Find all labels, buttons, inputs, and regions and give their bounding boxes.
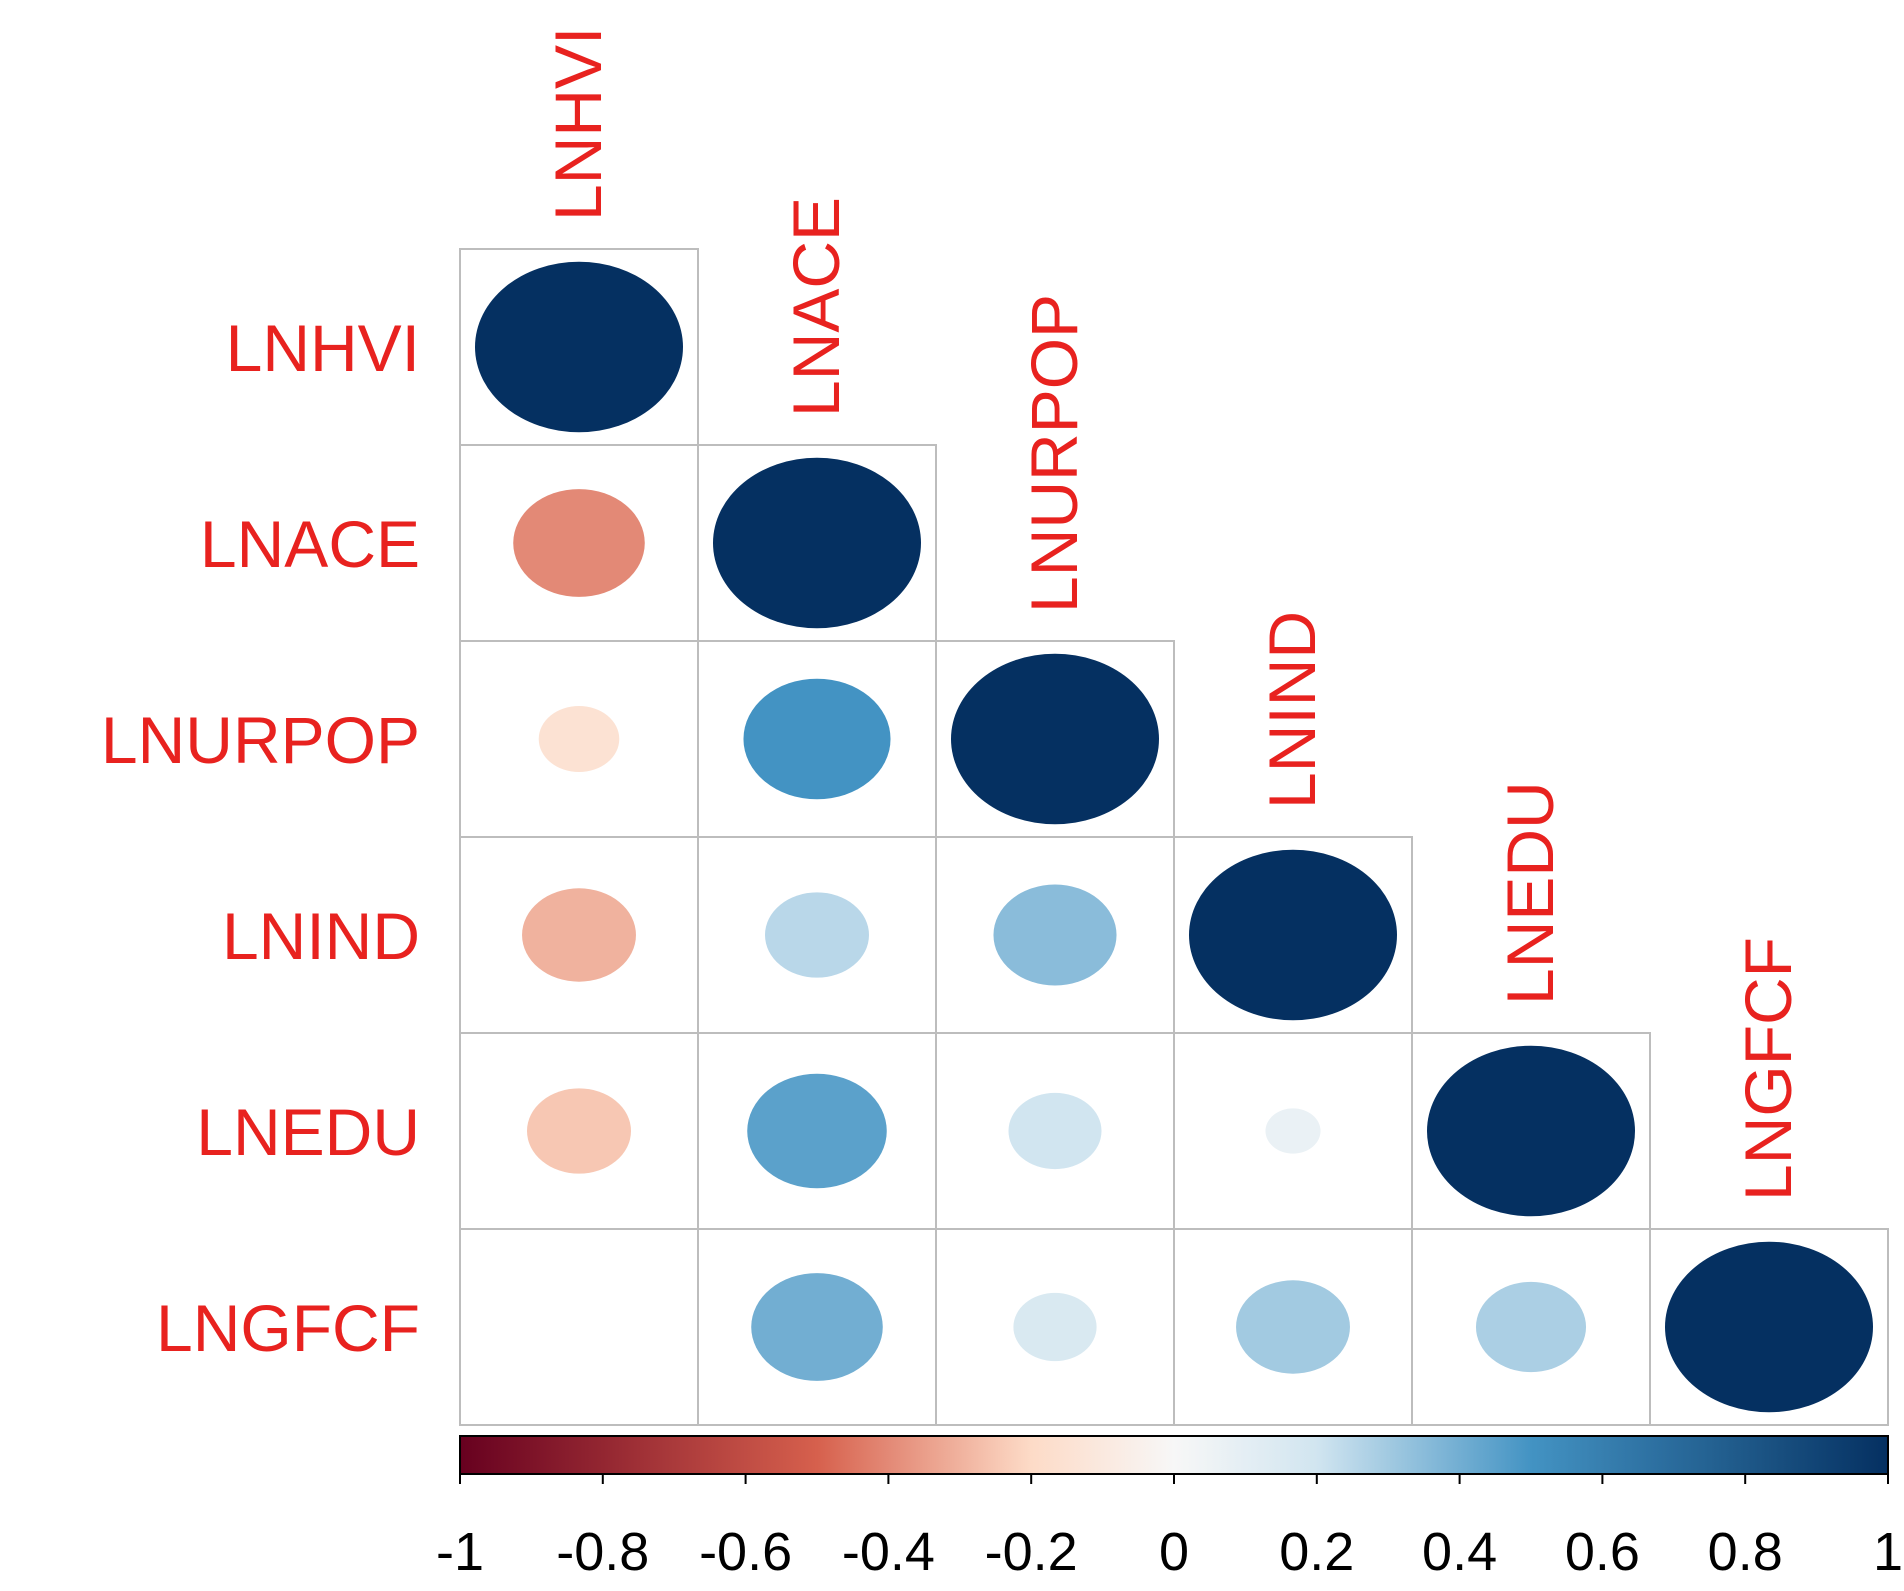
circle-lnedu-lnedu (1427, 1045, 1635, 1217)
circle-lngfcf-lnind (1236, 1280, 1350, 1374)
colorbar-gradient (459, 1435, 1889, 1475)
colorbar-tick-label: -0.6 (699, 1522, 792, 1582)
column-label-lnurpop: LNURPOP (1017, 294, 1091, 613)
colorbar-tick-label: -1 (436, 1522, 484, 1582)
row-label-lnace: LNACE (200, 507, 420, 581)
column-label-lngfcf: LNGFCF (1731, 937, 1805, 1201)
circle-lnurpop-lnhvi (538, 705, 620, 773)
colorbar-tick-label: -0.2 (985, 1522, 1078, 1582)
colorbar-tick-label: 0.2 (1279, 1522, 1354, 1582)
grid-lines (459, 248, 1889, 1426)
grid-cell-lngfcf-lngfcf (1649, 1228, 1889, 1426)
colorbar-tick-label: 0.4 (1422, 1522, 1497, 1582)
circle-lnurpop-lnurpop (951, 653, 1159, 825)
column-label-lnedu: LNEDU (1493, 781, 1567, 1005)
row-labels: LNHVI LNACE LNURPOP LNIND LNEDU LNGFCF (101, 311, 420, 1365)
column-label-lnace: LNACE (779, 197, 853, 417)
colorbar: -1 -0.8 -0.6 -0.4 -0.2 0 0.2 0.4 0.6 0.8 1 (436, 1435, 1903, 1582)
circle-lnind-lnace (765, 892, 869, 978)
row-label-lnedu: LNEDU (196, 1095, 420, 1169)
colorbar-tick-label: -0.4 (842, 1522, 935, 1582)
circle-lnind-lnind (1189, 849, 1397, 1021)
circle-lnace-lnhvi (513, 489, 645, 597)
column-labels: LNHVI LNACE LNURPOP LNIND LNEDU LNGFCF (541, 27, 1805, 1201)
grid-cell-lngfcf-lnhvi (459, 1228, 699, 1426)
circle-lngfcf-lnace (751, 1273, 883, 1381)
circle-lnhvi-lnhvi (475, 261, 683, 433)
colorbar-tick-label: 0.6 (1565, 1522, 1640, 1582)
column-label-lnind: LNIND (1255, 611, 1329, 809)
row-label-lnind: LNIND (222, 899, 420, 973)
circle-lngfcf-lngfcf (1665, 1241, 1873, 1413)
circle-lnind-lnurpop (993, 884, 1117, 986)
circle-lnedu-lnurpop (1008, 1092, 1102, 1170)
circle-lnind-lnhvi (522, 888, 636, 982)
circle-lngfcf-lnedu (1475, 1281, 1587, 1373)
circle-lnedu-lnind (1265, 1108, 1321, 1154)
colorbar-tick-label: 0 (1159, 1522, 1189, 1582)
row-label-lnurpop: LNURPOP (101, 703, 420, 777)
circle-lnedu-lnhvi (527, 1088, 631, 1174)
row-label-lnhvi: LNHVI (226, 311, 420, 385)
colorbar-tick-label: -0.8 (556, 1522, 649, 1582)
circle-lnedu-lnace (747, 1073, 887, 1189)
correlation-circles (475, 261, 1873, 1413)
circle-lnace-lnace (713, 457, 921, 629)
circle-lngfcf-lnurpop (1013, 1292, 1097, 1362)
colorbar-tick-label: 1 (1873, 1522, 1903, 1582)
circle-lnurpop-lnace (743, 678, 891, 800)
column-label-lnhvi: LNHVI (541, 27, 615, 221)
colorbar-tick-label: 0.8 (1708, 1522, 1783, 1582)
row-label-lngfcf: LNGFCF (156, 1291, 420, 1365)
